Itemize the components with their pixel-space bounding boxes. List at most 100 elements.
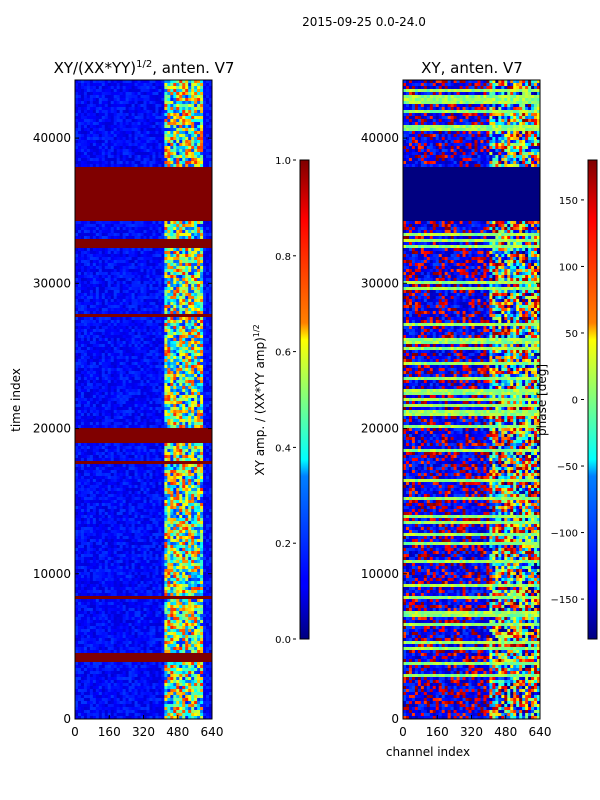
heatmap-cell: [170, 140, 174, 144]
heatmap-cell: [170, 242, 174, 246]
heatmap-cell: [122, 173, 127, 177]
heatmap-cell: [83, 104, 88, 108]
heatmap-cell: [191, 137, 195, 141]
heatmap-cell: [194, 401, 198, 405]
heatmap-cell: [101, 266, 106, 270]
heatmap-cell: [167, 119, 171, 123]
heatmap-cell: [149, 263, 153, 267]
heatmap-cell: [75, 170, 79, 174]
heatmap-cell: [158, 182, 162, 186]
heatmap-cell: [185, 92, 189, 96]
heatmap-cell: [104, 125, 109, 129]
heatmap-cell: [185, 227, 189, 231]
heatmap-cell: [152, 347, 156, 351]
heatmap-cell: [191, 389, 195, 393]
heatmap-cell: [158, 323, 162, 327]
heatmap-cell: [110, 110, 115, 114]
heatmap-cell: [95, 311, 100, 315]
heatmap-cell: [182, 386, 186, 390]
heatmap-cell: [92, 251, 97, 255]
heatmap-cell: [152, 371, 156, 375]
heatmap-cell: [83, 206, 88, 210]
heatmap-cell: [152, 131, 156, 135]
heatmap-cell: [200, 131, 204, 135]
heatmap-cell: [119, 332, 124, 336]
heatmap-cell: [75, 101, 79, 105]
heatmap-cell: [185, 278, 189, 282]
heatmap-cell: [206, 239, 210, 243]
heatmap-cell: [167, 209, 171, 213]
heatmap-cell: [179, 392, 183, 396]
heatmap-cell: [116, 239, 121, 243]
heatmap-cell: [143, 344, 147, 348]
heatmap-cell: [75, 227, 79, 231]
heatmap-cell: [98, 116, 103, 120]
heatmap-cell: [134, 131, 138, 135]
heatmap-cell: [113, 308, 118, 312]
heatmap-cell: [182, 191, 186, 195]
heatmap-cell: [140, 203, 144, 207]
heatmap-cell: [104, 149, 109, 153]
heatmap-cell: [98, 257, 103, 261]
heatmap-cell: [179, 101, 183, 105]
heatmap-cell: [149, 380, 153, 384]
heatmap-cell: [131, 371, 135, 375]
heatmap-cell: [86, 173, 91, 177]
heatmap-cell: [161, 131, 165, 135]
heatmap-cell: [155, 266, 159, 270]
heatmap-cell: [86, 356, 91, 360]
heatmap-cell: [152, 176, 156, 180]
heatmap-cell: [206, 254, 210, 258]
heatmap-cell: [125, 275, 130, 279]
heatmap-cell: [179, 380, 183, 384]
heatmap-cell: [152, 173, 156, 177]
heatmap-cell: [80, 350, 85, 354]
heatmap-cell: [80, 269, 85, 273]
heatmap-cell: [86, 149, 91, 153]
heatmap-cell: [155, 83, 159, 87]
heatmap-cell: [179, 137, 183, 141]
heatmap-cell: [119, 266, 124, 270]
heatmap-cell: [206, 392, 210, 396]
heatmap-cell: [77, 203, 82, 207]
heatmap-cell: [152, 242, 156, 246]
heatmap-cell: [92, 386, 97, 390]
heatmap-cell: [119, 293, 124, 297]
heatmap-cell: [161, 374, 165, 378]
heatmap-cell: [173, 164, 177, 168]
heatmap-cell: [206, 401, 210, 405]
heatmap-cell: [131, 386, 135, 390]
heatmap-cell: [80, 176, 85, 180]
heatmap-cell: [173, 389, 177, 393]
heatmap-cell: [137, 161, 141, 165]
heatmap-cell: [137, 290, 141, 294]
heatmap-cell: [185, 236, 189, 240]
heatmap-cell: [83, 236, 88, 240]
heatmap-cell: [110, 104, 115, 108]
heatmap-cell: [182, 197, 186, 201]
heatmap-cell: [146, 170, 150, 174]
heatmap-cell: [191, 278, 195, 282]
heatmap-cell: [197, 149, 201, 153]
heatmap-cell: [75, 197, 79, 201]
heatmap-cell: [98, 272, 103, 276]
heatmap-cell: [164, 263, 168, 267]
heatmap-cell: [185, 158, 189, 162]
heatmap-cell: [200, 368, 204, 372]
heatmap-cell: [170, 299, 174, 303]
heatmap-cell: [98, 353, 103, 357]
heatmap-cell: [176, 185, 180, 189]
heatmap-cell: [197, 83, 201, 87]
heatmap-cell: [191, 239, 195, 243]
heatmap-cell: [182, 290, 186, 294]
heatmap-cell: [164, 104, 168, 108]
heatmap-cell: [143, 107, 147, 111]
heatmap-cell: [188, 209, 192, 213]
heatmap-cell: [194, 275, 198, 279]
heatmap-cell: [125, 221, 130, 225]
heatmap-cell: [170, 263, 174, 267]
heatmap-cell: [200, 212, 204, 216]
heatmap-cell: [152, 272, 156, 276]
heatmap-cell: [119, 329, 124, 333]
heatmap-cell: [206, 248, 210, 252]
